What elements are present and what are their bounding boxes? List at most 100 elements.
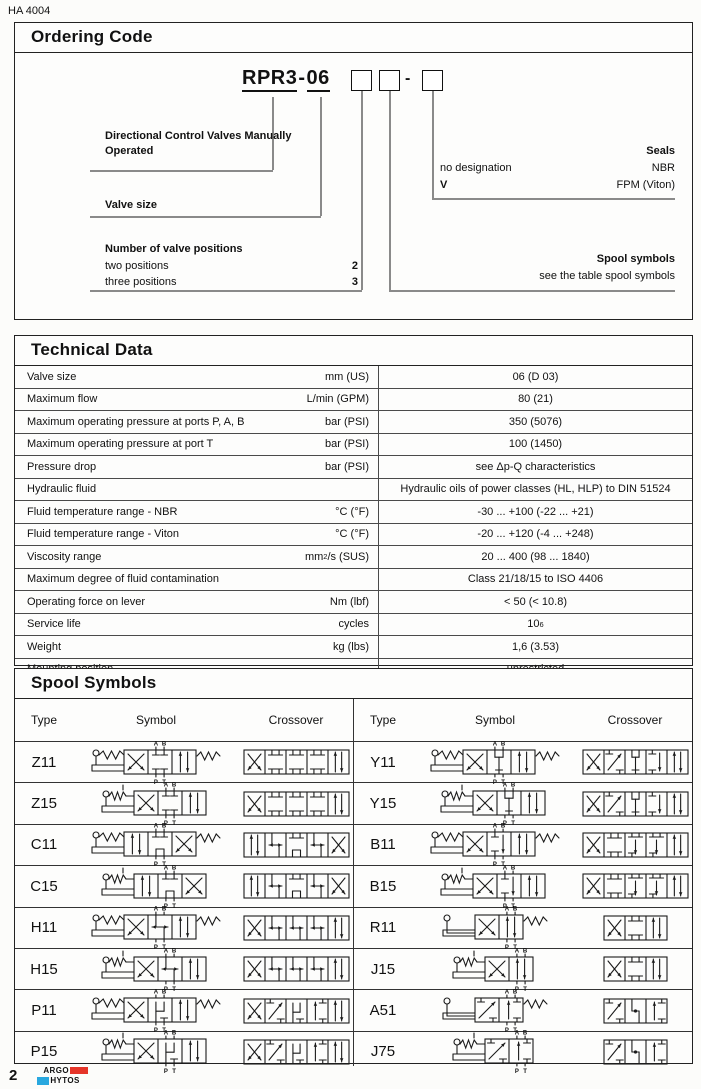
svg-text:A: A: [515, 1031, 520, 1037]
unit-label: bar (PSI): [324, 460, 369, 473]
unit-label: mm 2/s (SUS): [304, 550, 369, 563]
connector-line: [432, 198, 675, 200]
svg-text:A: A: [164, 783, 169, 789]
parameter-label: Maximum degree of fluid contamination: [27, 573, 219, 586]
spool-type-label: H11: [30, 919, 58, 937]
spool-row: Y15 A B P T: [354, 782, 692, 825]
valve-symbol: A BP T: [440, 865, 546, 908]
unit-label: bar (PSI): [324, 415, 369, 428]
spool-crossover-cell: [578, 832, 692, 858]
spool-crossover-cell: [239, 956, 353, 982]
spool-type-label: P11: [31, 1002, 57, 1020]
parameter-label: Fluid temperature range - NBR: [27, 505, 178, 518]
technical-table-row: Valve size mm (US) 06 (D 03): [15, 366, 692, 388]
seals-option: V FPM (Viton): [440, 179, 675, 191]
callout-operated-label: Directional Control Valves Manually Oper…: [105, 130, 292, 157]
spool-crossover-cell: [239, 749, 353, 775]
logo-red-block-icon: [69, 1067, 88, 1074]
spool-crossover-cell: [578, 791, 692, 817]
crossover-symbol: [242, 956, 350, 982]
svg-text:P: P: [154, 1028, 158, 1032]
svg-text:T: T: [513, 1028, 517, 1032]
positions-option-name: two positions: [105, 260, 169, 272]
code-box-positions: [351, 70, 372, 91]
parameter-label: Valve size: [27, 370, 77, 383]
value-cell: 20 ... 400 (98 ... 1840): [378, 546, 692, 568]
svg-text:A: A: [164, 948, 169, 954]
seals-option: no designation NBR: [440, 162, 675, 174]
crossover-symbol: [602, 1039, 668, 1065]
spool-row: B15 A B P T: [354, 865, 692, 908]
code-dash: -: [298, 67, 306, 89]
valve-symbol: A BP T: [452, 1031, 534, 1073]
value-cell: 100 (1450): [378, 433, 692, 455]
spool-header-row: Type Symbol Crossover: [354, 699, 692, 742]
logo-cyan-block-icon: [37, 1076, 50, 1085]
spool-type-label: R11: [369, 919, 397, 937]
svg-text:T: T: [511, 821, 515, 825]
seals-option-code: no designation: [440, 162, 512, 174]
svg-text:P: P: [505, 1028, 509, 1032]
svg-text:A: A: [503, 783, 508, 789]
svg-text:A: A: [493, 741, 498, 747]
spool-row: J15 A B P T: [354, 947, 692, 991]
value-cell: 80 (21): [378, 388, 692, 410]
crossover-symbol: [602, 997, 668, 1024]
svg-text:T: T: [523, 1069, 527, 1073]
svg-text:B: B: [172, 1031, 177, 1037]
connector-line: [361, 91, 363, 290]
valve-symbol: A BP T: [91, 990, 221, 1032]
svg-text:T: T: [162, 1028, 166, 1032]
ordering-diagram: RPR3-06 - Directional Control Valves Man…: [15, 53, 692, 319]
page-number: 2: [9, 1067, 18, 1084]
svg-text:T: T: [501, 862, 505, 866]
spool-symbols-section: Spool Symbols Type Symbol Crossover Z11 A…: [14, 668, 693, 1073]
svg-text:A: A: [503, 865, 508, 871]
crossover-symbol: [242, 997, 350, 1024]
crossover-symbol: [242, 873, 350, 899]
technical-table-row: Service life cycles 10 6: [15, 612, 692, 635]
svg-text:P: P: [503, 904, 507, 908]
svg-text:B: B: [162, 907, 167, 913]
spool-crossover-cell: [239, 873, 353, 899]
parameter-label: Hydraulic fluid: [27, 483, 97, 496]
ordering-section-title: Ordering Code: [15, 23, 692, 53]
svg-text:B: B: [172, 948, 177, 954]
technical-table-row: Maximum operating pressure at ports P, A…: [15, 410, 692, 433]
technical-table-row: Weight kg (lbs) 1,6 (3.53): [15, 635, 692, 658]
page-footer: 2 ARGO HYTOS: [9, 1066, 88, 1086]
unit-label: Nm (lbf): [329, 595, 369, 608]
valve-symbol: A BP T: [430, 824, 560, 866]
logo-text-argo: ARGO: [43, 1066, 69, 1075]
svg-text:B: B: [501, 741, 506, 747]
spool-crossover-cell: [578, 997, 692, 1024]
svg-text:A: A: [515, 948, 520, 954]
svg-text:P: P: [493, 780, 497, 784]
svg-text:B: B: [162, 824, 167, 830]
crossover-symbol: [602, 956, 668, 982]
connector-line: [432, 91, 434, 198]
positions-option: three positions 3: [105, 276, 358, 288]
svg-text:P: P: [154, 780, 158, 784]
positions-option-code: 2: [351, 260, 358, 272]
svg-text:B: B: [523, 1031, 528, 1037]
svg-text:P: P: [154, 945, 158, 949]
column-header-type: Type: [30, 713, 57, 727]
column-header-type: Type: [369, 713, 396, 727]
value-cell: 10 6: [378, 613, 692, 635]
logo-text-hytos: HYTOS: [50, 1076, 80, 1085]
unit-label: [261, 479, 378, 501]
spool-rows-right: Y11 A B P T Y15 A B P T B11 A B P T B15 A B P T R11 A B P T J15 A B…: [354, 741, 692, 1073]
spool-rows-left: Z11 A B P T Z15 A B P T C11 A B P T C15 A B P T H11 A B P T H15 A B…: [15, 741, 353, 1073]
spool-table: Type Symbol Crossover Z11 A B P T Z15 A B P T C11 A…: [15, 699, 692, 1073]
svg-text:A: A: [505, 907, 510, 913]
technical-table-row: Maximum degree of fluid contamination Cla…: [15, 567, 692, 590]
argo-hytos-logo: ARGO HYTOS: [37, 1066, 88, 1085]
spool-crossover-cell: [578, 956, 692, 982]
svg-text:P: P: [515, 1069, 519, 1073]
svg-text:T: T: [172, 821, 176, 825]
